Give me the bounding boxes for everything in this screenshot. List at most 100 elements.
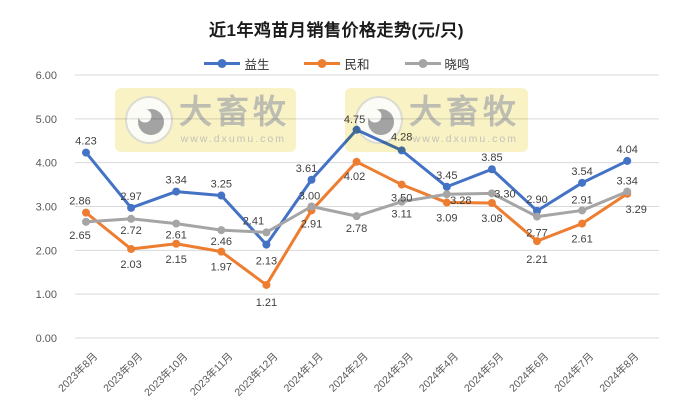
series-minhe-marker — [352, 157, 361, 166]
series-minhe-marker — [533, 237, 541, 246]
data-label-xiaoming: 2.46 — [211, 236, 232, 248]
data-label-xiaoming: 2.61 — [165, 230, 186, 242]
data-label-minhe: 2.86 — [69, 196, 90, 208]
data-label-xiaoming: 2.41 — [243, 215, 264, 227]
series-xiaoming-marker — [217, 226, 226, 235]
x-axis-label: 2024年2月 — [326, 350, 371, 395]
series-yisheng-marker — [217, 191, 226, 200]
legend-line-marker-icon — [304, 59, 341, 68]
data-label-yisheng: 3.85 — [481, 152, 502, 164]
data-label-yisheng: 2.13 — [256, 256, 277, 268]
watermark-url: www.dxumu.com — [180, 133, 286, 145]
data-label-yisheng: 3.45 — [436, 170, 457, 182]
data-label-minhe: 3.29 — [625, 204, 646, 216]
watermark-brand: 大畜牧 — [409, 93, 520, 130]
series-minhe-marker — [82, 208, 90, 217]
watermark-eye-logo-icon — [125, 96, 173, 144]
data-label-minhe: 4.02 — [344, 171, 365, 183]
legend-item-yisheng: 益生 — [203, 54, 269, 73]
series-xiaoming-marker — [397, 197, 406, 206]
x-axis-label: 2023年10月 — [141, 350, 190, 399]
series-yisheng-marker — [442, 182, 451, 191]
watermark-brand: 大畜牧 — [179, 93, 290, 130]
data-label-xiaoming: 2.77 — [526, 228, 547, 240]
y-axis-label: 5.00 — [36, 114, 57, 126]
series-minhe-marker — [397, 180, 406, 189]
chart-title: 近1年鸡苗月销售价格走势(元/只) — [209, 21, 464, 40]
series-xiaoming-marker — [352, 212, 361, 221]
data-label-minhe: 3.50 — [391, 193, 412, 205]
x-axis-label: 2024年8月 — [597, 350, 642, 395]
data-label-yisheng: 2.97 — [120, 191, 141, 203]
data-label-xiaoming: 3.34 — [616, 176, 637, 188]
series-xiaoming-marker — [578, 206, 587, 215]
x-axis-label: 2023年8月 — [55, 350, 100, 395]
series-yisheng-marker — [307, 175, 316, 184]
series-yisheng-marker — [487, 165, 496, 174]
data-label-xiaoming: 2.72 — [120, 225, 141, 237]
series-xiaoming-marker — [442, 190, 451, 199]
series-xiaoming-marker — [533, 212, 541, 221]
series-xiaoming-marker — [262, 228, 271, 237]
series-minhe-marker — [578, 219, 587, 228]
x-axis-label: 2024年5月 — [461, 350, 506, 395]
series-yisheng-marker — [127, 203, 136, 212]
data-label-yisheng: 3.34 — [165, 175, 186, 187]
legend-label: 益生 — [244, 58, 270, 72]
x-axis-label: 2024年6月 — [506, 350, 551, 395]
y-axis-label: 2.00 — [36, 245, 57, 257]
legend: 益生 民和 晓鸣 — [0, 54, 673, 73]
watermark: 大畜牧 www.dxumu.com — [115, 88, 296, 152]
x-axis-label: 2023年9月 — [101, 350, 146, 395]
series-xiaoming-marker — [487, 189, 496, 198]
data-label-minhe: 2.91 — [301, 218, 322, 230]
series-minhe-marker — [487, 198, 496, 207]
x-axis-label: 2023年12月 — [232, 350, 281, 399]
data-label-minhe: 2.15 — [165, 254, 186, 266]
x-axis-label: 2024年4月 — [416, 350, 461, 395]
legend-item-minhe: 民和 — [303, 54, 370, 73]
data-label-minhe: 2.21 — [526, 254, 547, 266]
data-label-yisheng: 4.23 — [75, 136, 96, 148]
series-yisheng-marker — [172, 187, 181, 196]
series-yisheng-marker — [578, 178, 587, 187]
data-label-minhe: 2.61 — [571, 234, 592, 246]
legend-label: 晓鸣 — [444, 58, 470, 72]
series-yisheng-marker — [82, 148, 90, 157]
legend-item-xiaoming: 晓鸣 — [404, 54, 470, 73]
data-label-minhe: 3.09 — [436, 213, 457, 225]
watermark: 大畜牧 www.dxumu.com — [345, 88, 528, 152]
x-axis-label: 2024年3月 — [371, 350, 416, 395]
series-minhe-marker — [217, 247, 226, 256]
legend-line-marker-icon — [204, 59, 241, 68]
watermark-eye-logo-icon — [355, 96, 403, 144]
data-label-xiaoming: 3.28 — [450, 195, 471, 207]
data-label-xiaoming: 3.11 — [391, 209, 412, 221]
data-label-minhe: 1.97 — [211, 262, 232, 274]
x-axis-label: 2024年1月 — [281, 350, 326, 395]
series-xiaoming-marker — [82, 217, 90, 226]
data-label-yisheng: 3.61 — [296, 163, 317, 175]
y-axis-label: 1.00 — [36, 289, 57, 301]
series-xiaoming-marker — [307, 202, 316, 211]
data-label-xiaoming: 2.65 — [69, 230, 90, 242]
data-label-minhe: 3.08 — [481, 213, 502, 225]
data-label-yisheng: 2.90 — [526, 194, 547, 206]
series-xiaoming-marker — [172, 219, 181, 228]
series-minhe-marker — [127, 245, 136, 254]
x-axis-label: 2023年11月 — [187, 350, 235, 398]
data-label-xiaoming: 2.78 — [346, 223, 367, 235]
y-axis-label: 0.00 — [36, 333, 57, 345]
y-axis-label: 6.00 — [36, 70, 57, 82]
data-label-yisheng: 3.54 — [571, 166, 592, 178]
y-axis-label: 4.00 — [36, 158, 57, 170]
y-axis-label: 3.00 — [36, 202, 57, 214]
watermark-url: www.dxumu.com — [412, 133, 518, 145]
data-label-yisheng: 3.25 — [211, 179, 232, 191]
series-minhe-marker — [442, 198, 451, 207]
legend-line-marker-icon — [404, 59, 441, 68]
x-axis-label: 2024年7月 — [552, 350, 597, 395]
data-label-xiaoming: 3.30 — [494, 188, 515, 200]
